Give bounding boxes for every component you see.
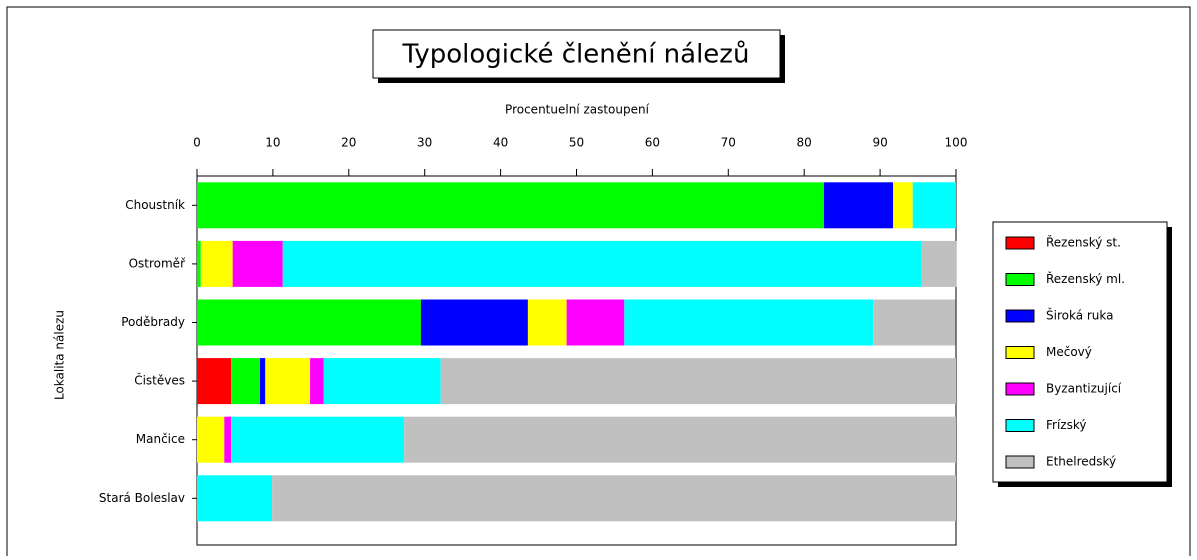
bar-segment (420, 299, 528, 346)
legend-swatch (1005, 382, 1035, 396)
bar-segment (197, 240, 201, 287)
bar-segment (259, 358, 266, 405)
y-tick-label: Ostroměř (129, 256, 186, 270)
legend-label: Mečový (1046, 345, 1092, 359)
bar-segment (265, 358, 311, 405)
y-tick-label: Choustník (125, 198, 185, 212)
bar-segment (566, 299, 625, 346)
legend-label: Řezenský st. (1046, 235, 1121, 250)
bar-segment (310, 358, 324, 405)
bar-segment (200, 240, 233, 287)
legend-swatch (1005, 236, 1035, 250)
legend-swatch (1005, 273, 1035, 286)
x-tick-label: 70 (721, 136, 736, 150)
x-tick-label: 10 (265, 136, 280, 150)
bar-segment (197, 358, 232, 405)
bar-segment (224, 416, 232, 463)
x-tick-label: 0 (193, 136, 201, 150)
legend-label: Ethelredský (1046, 455, 1116, 469)
legend-label: Frízský (1046, 418, 1086, 432)
bar-segment (197, 182, 824, 229)
x-axis-title: Procentuelní zastoupení (505, 103, 650, 117)
bar-segment (197, 475, 273, 522)
bar-segment (231, 358, 260, 405)
bar-segment (873, 299, 956, 346)
x-tick-label: 30 (417, 136, 432, 150)
bar-segment (527, 299, 567, 346)
frame (6, 6, 1191, 560)
bar-segment (272, 475, 956, 522)
bar-segment (197, 299, 421, 346)
bar-segment (921, 240, 957, 287)
bar-segment (912, 182, 956, 229)
chart-title: Typologické členění nálezů (402, 40, 750, 70)
bar-segment (893, 182, 913, 229)
bar-segment (404, 416, 956, 463)
y-tick-label: Poděbrady (121, 315, 185, 329)
x-tick-label: 20 (341, 136, 356, 150)
bar-segment (232, 240, 283, 287)
y-tick-label: Mančice (136, 432, 185, 446)
x-tick-label: 50 (569, 136, 584, 150)
legend-label: Široká ruka (1046, 308, 1114, 323)
legend-label: Byzantizující (1046, 382, 1122, 396)
bar-segment (323, 358, 441, 405)
x-tick-label: 80 (797, 136, 812, 150)
bar-segment (440, 358, 956, 405)
legend-swatch (1005, 346, 1035, 359)
legend-swatch (1005, 455, 1035, 469)
y-tick-label: Čistěves (134, 373, 185, 388)
bar-segment (197, 416, 225, 463)
y-axis-title: Lokalita nálezu (53, 310, 67, 400)
legend-swatch (1005, 309, 1035, 323)
bar-segment (231, 416, 405, 463)
x-tick-label: 90 (872, 136, 887, 150)
legend-label: Řezenský ml. (1046, 271, 1125, 286)
bar-segment (823, 182, 894, 229)
x-tick-label: 40 (493, 136, 508, 150)
bar-segment (624, 299, 874, 346)
title-box (372, 29, 781, 79)
legend-swatch (1005, 419, 1035, 432)
x-tick-label: 100 (945, 136, 968, 150)
y-tick-label: Stará Boleslav (99, 491, 185, 505)
bar-segment (282, 240, 922, 287)
x-tick-label: 60 (645, 136, 660, 150)
